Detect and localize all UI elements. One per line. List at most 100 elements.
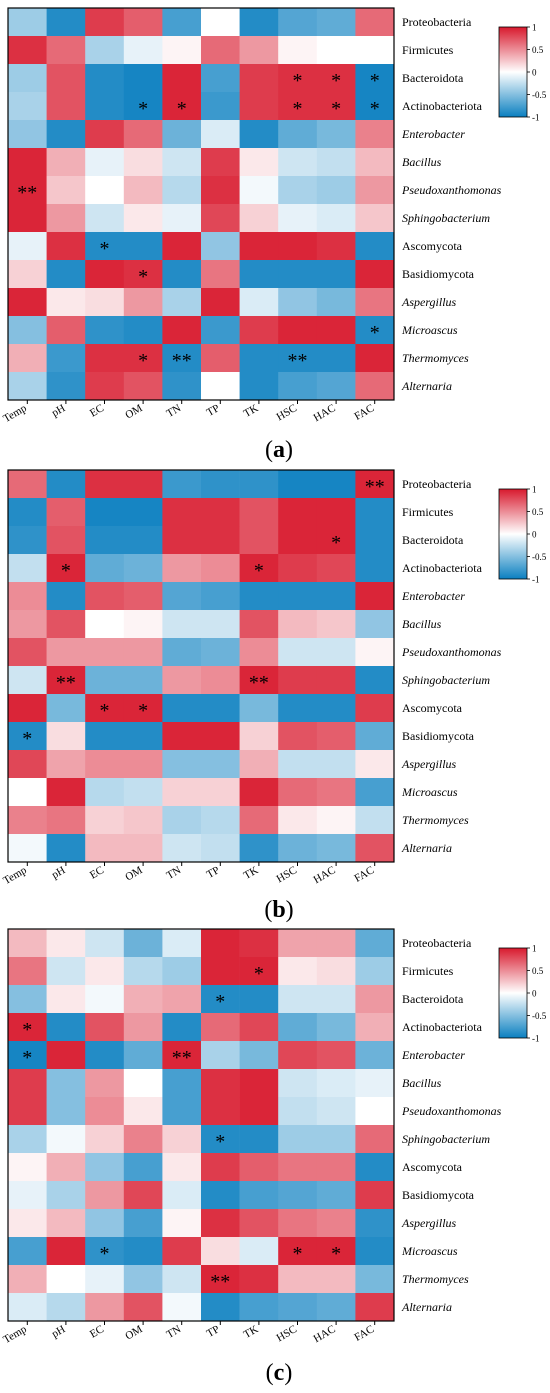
heatmap-cell (162, 694, 202, 723)
heatmap-cell (162, 344, 202, 373)
heatmap-cell (201, 638, 240, 667)
heatmap-cell (162, 1293, 202, 1322)
heatmap-cell (201, 232, 240, 261)
column-label-ec: EC (88, 402, 106, 419)
heatmap-cell (8, 260, 47, 289)
heatmap-cell (239, 722, 279, 751)
heatmap-cell (355, 148, 395, 177)
heatmap-cell (278, 957, 318, 986)
heatmap-cell (123, 344, 163, 373)
heatmap-cell (8, 372, 47, 401)
heatmap-cell (8, 582, 47, 611)
heatmap-cell (239, 694, 279, 723)
column-label-tk: TK (242, 1323, 261, 1341)
heatmap-cell (123, 1237, 163, 1266)
heatmap-cell (123, 694, 163, 723)
heatmap-cell (278, 498, 318, 527)
heatmap-cell (239, 148, 279, 177)
heatmap-cell (123, 582, 163, 611)
heatmap-cell (8, 666, 47, 695)
panel-label: (b) (264, 897, 293, 923)
heatmap-cell (162, 148, 202, 177)
heatmap-cell (8, 1293, 47, 1322)
heatmap-cell (355, 834, 395, 863)
heatmap-cell (278, 36, 318, 65)
heatmap-cell (162, 1125, 202, 1154)
heatmap-cell (85, 204, 125, 233)
heatmap-cell (162, 1069, 202, 1098)
heatmap-cell (123, 36, 163, 65)
heatmap-cell (201, 582, 240, 611)
heatmap-cell (162, 1209, 202, 1238)
heatmap-cell (162, 1013, 202, 1042)
heatmap-cell (201, 288, 240, 317)
heatmap-cell (239, 1041, 279, 1070)
heatmap-cell (8, 778, 47, 807)
heatmap-cell (355, 470, 395, 499)
heatmap-cell (162, 610, 202, 639)
row-label-aspergillus: Aspergillus (401, 757, 457, 771)
heatmap-cell (46, 957, 86, 986)
heatmap-cell (46, 470, 86, 499)
row-label-thermomyces: Thermomyces (402, 351, 469, 365)
heatmap-cell (8, 554, 47, 583)
row-label-ascomycota: Ascomycota (402, 701, 463, 715)
heatmap-cell (162, 778, 202, 807)
heatmap-cell (123, 1153, 163, 1182)
heatmap-cell (123, 372, 163, 401)
heatmap-cell (85, 1265, 125, 1294)
heatmap-cell (46, 1265, 86, 1294)
heatmap-cell (162, 92, 202, 121)
heatmap-cell (355, 316, 395, 345)
heatmap-cell (123, 929, 163, 958)
row-label-bacteroidota: Bacteroidota (402, 992, 464, 1006)
heatmap-cell (316, 1209, 356, 1238)
heatmap-cell (278, 120, 318, 149)
heatmap-cell (123, 778, 163, 807)
row-label-proteobacteria: Proteobacteria (402, 936, 472, 950)
heatmap-cell (278, 582, 318, 611)
heatmap-cell (8, 834, 47, 863)
significance-mark: * (138, 700, 148, 722)
heatmap-cell (278, 1097, 318, 1126)
column-label-ph: pH (50, 864, 68, 881)
heatmap-cell (316, 470, 356, 499)
heatmap-cell (201, 1209, 240, 1238)
column-label-tp: TP (205, 402, 222, 419)
heatmap-cell (239, 1237, 279, 1266)
heatmap-cell (239, 554, 279, 583)
heatmap-cell (123, 288, 163, 317)
heatmap-cell (316, 1153, 356, 1182)
column-label-hsc: HSC (274, 864, 299, 885)
heatmap-cell (355, 498, 395, 527)
heatmap-cell (123, 526, 163, 555)
heatmap-cell (201, 372, 240, 401)
heatmap-cell (46, 204, 86, 233)
row-label-microascus: Microascus (401, 785, 458, 799)
heatmap-cell (162, 36, 202, 65)
heatmap-cell (239, 778, 279, 807)
heatmap-cell (8, 694, 47, 723)
heatmap-cell (123, 260, 163, 289)
heatmap-cell (85, 582, 125, 611)
heatmap-cell (278, 929, 318, 958)
column-label-temp: Temp (1, 402, 29, 425)
column-label-hac: HAC (311, 864, 337, 886)
heatmap-cell (123, 957, 163, 986)
heatmap-cell (316, 1013, 356, 1042)
heatmap-cell (123, 1013, 163, 1042)
significance-mark: * (138, 98, 148, 120)
heatmap-cell (316, 694, 356, 723)
row-label-sphingobacterium: Sphingobacterium (402, 673, 490, 687)
row-label-thermomyces: Thermomyces (402, 1272, 469, 1286)
significance-mark: * (177, 98, 187, 120)
heatmap-cell (278, 985, 318, 1014)
heatmap-cell (239, 120, 279, 149)
heatmap-cell (278, 1013, 318, 1042)
heatmap-cell (239, 1013, 279, 1042)
heatmap-cell (123, 722, 163, 751)
row-label-enterobacter: Enterobacter (401, 1048, 465, 1062)
significance-mark: ** (210, 1271, 230, 1293)
heatmap-cell (201, 498, 240, 527)
colorbar-tick-label: -0.5 (532, 1011, 547, 1021)
